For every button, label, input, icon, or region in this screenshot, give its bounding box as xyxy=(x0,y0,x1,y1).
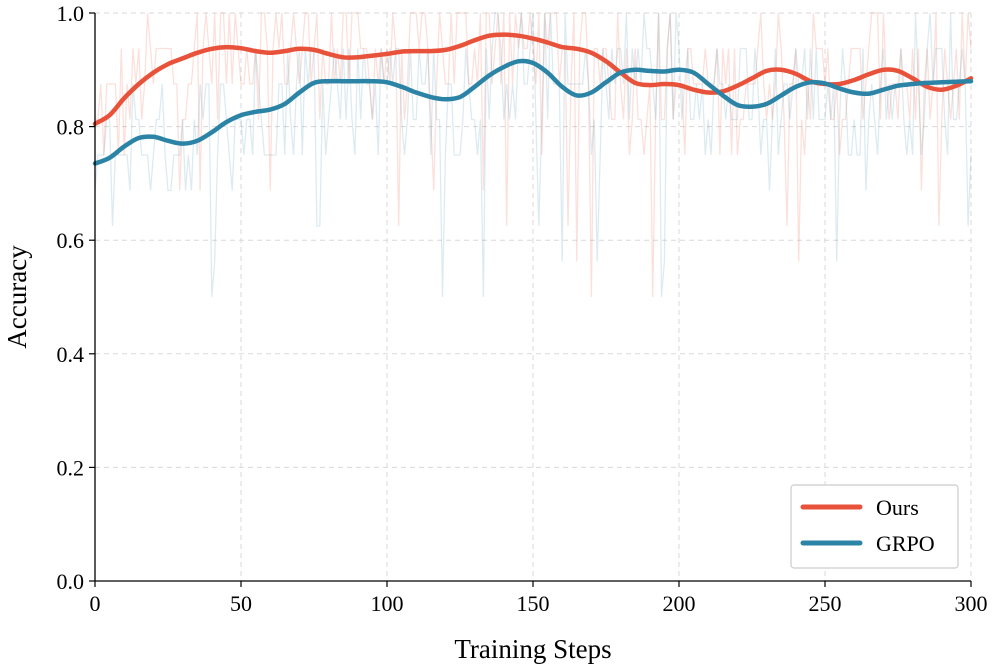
x-tick-label-6: 300 xyxy=(955,591,988,616)
y-tick-label-5: 1.0 xyxy=(57,1,85,26)
x-tick-label-2: 100 xyxy=(371,591,404,616)
legend-label-ours: Ours xyxy=(876,495,919,520)
series-line-grpo xyxy=(92,58,974,166)
y-tick-label-0: 0.0 xyxy=(57,569,85,594)
x-tick-label-1: 50 xyxy=(230,591,252,616)
x-axis-label: Training Steps xyxy=(454,634,611,664)
y-tick-label-1: 0.2 xyxy=(57,455,85,480)
raw-noise-layer xyxy=(94,12,972,298)
x-tick-label-0: 0 xyxy=(90,591,101,616)
y-tick-label-3: 0.6 xyxy=(57,228,85,253)
y-tick-label-4: 0.8 xyxy=(57,115,85,140)
y-axis-label: Accuracy xyxy=(2,245,32,349)
raw-trace-ours xyxy=(95,12,972,298)
legend-label-grpo: GRPO xyxy=(876,531,935,556)
series-layer xyxy=(92,32,974,166)
x-tick-label-3: 150 xyxy=(517,591,550,616)
y-tick-label-2: 0.4 xyxy=(57,342,85,367)
x-tick-label-4: 200 xyxy=(663,591,696,616)
legend: Ours GRPO xyxy=(790,484,959,569)
x-ticks: 0 50 100 150 200 250 300 xyxy=(90,581,988,616)
raw-trace-grpo xyxy=(94,12,972,298)
x-tick-label-5: 250 xyxy=(809,591,842,616)
y-ticks: 0.0 0.2 0.4 0.6 0.8 1.0 xyxy=(57,1,95,594)
